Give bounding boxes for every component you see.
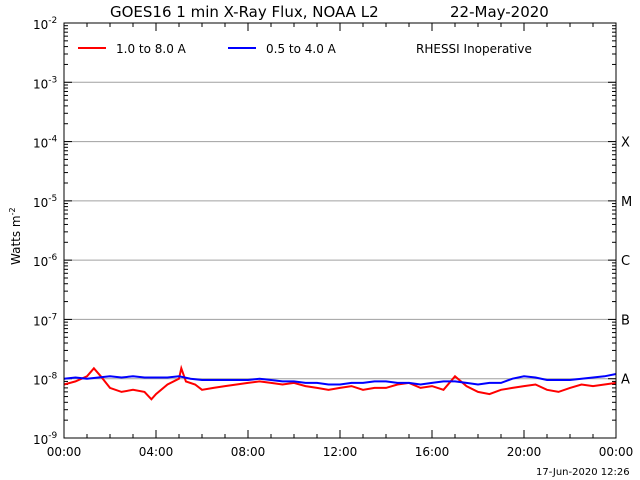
x-tick-label: 00:00 [47, 445, 82, 459]
y-tick-label-base: 10 [33, 314, 48, 328]
y-tick-label-base: 10 [33, 18, 48, 32]
y-tick-label-exponent: -8 [48, 372, 57, 382]
flare-class-label: X [621, 136, 630, 151]
flare-class-label: B [621, 313, 630, 328]
chart-date: 22-May-2020 [450, 3, 549, 21]
plot-area: 10-910-810-710-610-510-410-310-200:00 04:… [33, 16, 633, 459]
y-tick-label-exponent: -2 [48, 16, 57, 26]
y-tick-label: 10-8 [33, 372, 58, 388]
chart-title: GOES16 1 min X-Ray Flux, NOAA L2 [110, 3, 379, 21]
legend-label-1: 1.0 to 8.0 A [116, 42, 187, 56]
timestamp-footer: 17-Jun-2020 12:26 [536, 467, 630, 478]
y-tick-label-base: 10 [33, 196, 48, 210]
y-tick-label: 10-6 [33, 253, 58, 269]
y-tick-label-exponent: -5 [48, 194, 57, 204]
y-tick-label: 10-3 [33, 75, 57, 91]
flare-class-label: M [621, 195, 632, 210]
x-tick-label: 08:00 [231, 445, 266, 459]
y-tick-label-exponent: -3 [48, 75, 57, 85]
instrument-note: RHESSI Inoperative [416, 42, 532, 56]
y-tick-label: 10-4 [33, 135, 58, 151]
legend-label-2: 0.5 to 4.0 A [266, 42, 337, 56]
y-tick-label-base: 10 [33, 433, 48, 447]
legend: 1.0 to 8.0 A 0.5 to 4.0 A [78, 42, 337, 56]
y-axis-label: Watts m-2 [8, 207, 23, 265]
x-tick-label: 12:00 [323, 445, 358, 459]
y-tick-label-exponent: -7 [48, 312, 57, 322]
x-tick-label: 00:00 [599, 445, 634, 459]
y-tick-label: 10-9 [33, 431, 58, 447]
x-tick-label: 16:00 [415, 445, 450, 459]
y-tick-label-base: 10 [33, 255, 48, 269]
flare-class-label: C [621, 254, 630, 269]
x-tick-label: 20:00 [507, 445, 542, 459]
y-tick-label-base: 10 [33, 374, 48, 388]
x-tick-label: 04:00 [139, 445, 174, 459]
y-tick-label: 10-7 [33, 312, 57, 328]
plot-frame [63, 22, 617, 439]
y-axis-label-sup: -2 [8, 207, 17, 215]
y-tick-label: 10-2 [33, 16, 57, 32]
series-line-2 [63, 373, 617, 386]
y-axis-label-text: Watts m [9, 215, 23, 265]
series-line-1 [63, 364, 617, 401]
y-tick-label-exponent: -4 [48, 135, 57, 145]
y-tick-label-exponent: -9 [48, 431, 57, 441]
y-tick-label-base: 10 [33, 137, 48, 151]
y-tick-label: 10-5 [33, 194, 57, 210]
y-tick-label-base: 10 [33, 77, 48, 91]
flare-class-label: A [621, 373, 630, 388]
y-tick-label-exponent: -6 [48, 253, 57, 263]
